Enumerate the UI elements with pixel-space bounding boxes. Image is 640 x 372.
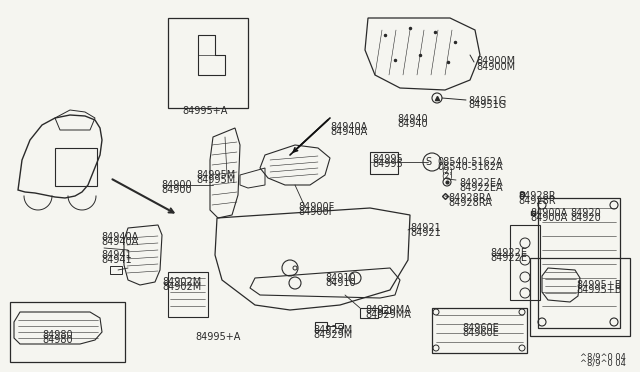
Text: (2): (2): [441, 172, 452, 181]
Text: 84995: 84995: [372, 159, 403, 169]
Bar: [55, 148, 97, 186]
Text: 84951G: 84951G: [468, 96, 506, 106]
Bar: [10, 302, 125, 362]
Text: 84900: 84900: [161, 185, 191, 195]
Text: 84941: 84941: [101, 250, 132, 260]
Text: 84941: 84941: [101, 255, 132, 265]
Text: 84995+A: 84995+A: [182, 106, 227, 116]
Text: 84920: 84920: [570, 208, 601, 218]
Bar: [370, 152, 398, 174]
Text: 84995: 84995: [372, 154, 403, 164]
Text: 84995+A: 84995+A: [195, 332, 241, 342]
Text: 84995M: 84995M: [196, 170, 236, 180]
Bar: [432, 308, 527, 353]
Text: 84928R: 84928R: [518, 196, 556, 206]
Text: 84940A: 84940A: [101, 232, 138, 242]
Text: 84940: 84940: [397, 114, 428, 124]
Bar: [538, 198, 620, 328]
Text: 84900: 84900: [161, 180, 191, 190]
Text: 84900M: 84900M: [476, 56, 515, 66]
Text: 84910: 84910: [325, 278, 356, 288]
Text: 84902M: 84902M: [162, 282, 201, 292]
Text: 84929M: 84929M: [313, 330, 352, 340]
Text: 84995M: 84995M: [196, 175, 236, 185]
Text: 84940A: 84940A: [330, 127, 367, 137]
Text: 84900M: 84900M: [476, 62, 515, 72]
Text: 84922E: 84922E: [490, 253, 527, 263]
Text: 84929M: 84929M: [313, 325, 352, 335]
Text: 84922E: 84922E: [490, 248, 527, 258]
Text: 84921: 84921: [410, 228, 441, 238]
Text: (2): (2): [441, 167, 452, 176]
Text: 84900A: 84900A: [530, 213, 567, 223]
Text: 84921: 84921: [410, 223, 441, 233]
Text: 84928R: 84928R: [518, 191, 556, 201]
Text: 84940A: 84940A: [101, 237, 138, 247]
Text: 84900A: 84900A: [530, 208, 567, 218]
Text: 84960E: 84960E: [462, 323, 499, 333]
Bar: [360, 308, 378, 318]
Text: ^8/9^0 04: ^8/9^0 04: [580, 358, 626, 367]
Text: 84920: 84920: [570, 213, 601, 223]
Bar: [530, 258, 630, 336]
Text: 84940A: 84940A: [330, 122, 367, 132]
Text: 84910: 84910: [325, 273, 356, 283]
Text: 84929MA: 84929MA: [365, 310, 411, 320]
Text: S: S: [425, 157, 431, 167]
Text: 84980: 84980: [42, 330, 72, 340]
Text: ^8/9^0 04: ^8/9^0 04: [580, 353, 626, 362]
Text: 84922EA: 84922EA: [459, 183, 502, 193]
Text: 84980: 84980: [42, 335, 72, 345]
Bar: [110, 266, 122, 274]
Bar: [168, 18, 248, 108]
Text: 84928RA: 84928RA: [448, 198, 492, 208]
Text: 84902M: 84902M: [162, 277, 201, 287]
Bar: [168, 272, 208, 317]
Text: 84951G: 84951G: [468, 100, 506, 110]
Text: 84995+B: 84995+B: [576, 280, 621, 290]
Bar: [510, 225, 540, 300]
Text: 08540-5162A: 08540-5162A: [437, 162, 502, 172]
Text: 84960E: 84960E: [462, 328, 499, 338]
Bar: [335, 323, 343, 328]
Text: 84929MA: 84929MA: [365, 305, 411, 315]
Text: 84995+B: 84995+B: [576, 285, 621, 295]
Text: 84928RA: 84928RA: [448, 193, 492, 203]
Bar: [315, 322, 327, 330]
Text: 84940: 84940: [397, 119, 428, 129]
Bar: [382, 307, 390, 313]
Text: 08540-5162A: 08540-5162A: [437, 157, 502, 167]
Text: 84922EA: 84922EA: [459, 178, 502, 188]
Text: 84900F: 84900F: [298, 207, 334, 217]
Text: 84900F: 84900F: [298, 202, 334, 212]
